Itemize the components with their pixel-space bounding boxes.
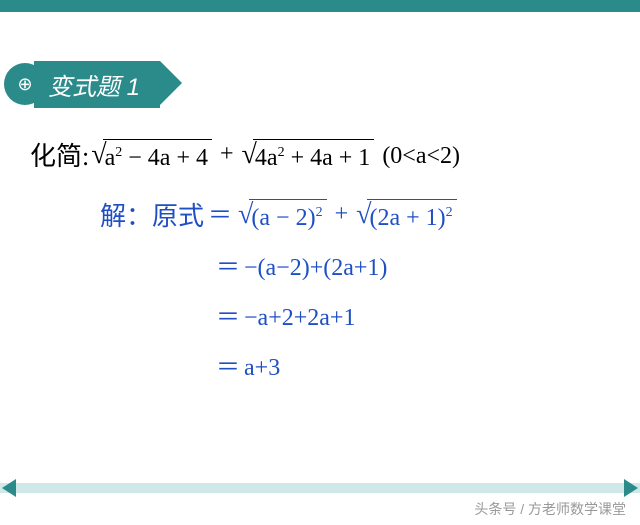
sqrt-expr-1: √ a2 − 4a + 4 [91,139,212,176]
problem-expression: √ a2 − 4a + 4 + √ 4a2 + 4a + 1 [89,136,376,176]
top-bar [0,0,640,12]
plus-circle-icon: ⊕ [4,63,46,105]
equals-sign: ＝ [216,300,240,336]
title-text: 变式题 1 [34,61,160,108]
solution-label: 解：原式 [100,197,204,236]
radical-icon: √ [242,141,257,169]
solution-step-1: 解：原式 ＝ √ (a − 2)2 + √ (2a + 1)2 [100,196,620,236]
sqrt-step1-b: √ (2a + 1)2 [356,199,457,236]
solution-step-4: ＝ a+3 [212,350,620,386]
step2-expression: −(a−2)+(2a+1) [244,250,387,286]
content-area: 化简: √ a2 − 4a + 4 + √ 4a2 + 4a + 1 (0<a<… [0,106,640,386]
radical-icon: √ [238,201,253,229]
radical-icon: √ [91,141,106,169]
icon-glyph: ⊕ [17,74,32,95]
step1-expression: √ (a − 2)2 + √ (2a + 1)2 [236,196,459,236]
solution-step-3: ＝ −a+2+2a+1 [212,300,620,336]
condition-text: (0<a<2) [382,138,460,174]
plus-operator: + [335,201,355,227]
plus-operator: + [220,141,240,167]
bottom-nav-bar [0,483,640,493]
equals-sign: ＝ [216,250,240,286]
solution-step-2: ＝ −(a−2)+(2a+1) [212,250,620,286]
equals-sign: ＝ [216,350,240,386]
watermark-text: 头条号 / 方老师数学课堂 [474,499,626,519]
sqrt-step1-a: √ (a − 2)2 [238,199,327,236]
step4-expression: a+3 [244,350,280,386]
sqrt-expr-2: √ 4a2 + 4a + 1 [242,139,375,176]
radical-icon: √ [356,201,371,229]
equals-sign: ＝ [208,198,232,234]
simplify-label: 化简: [30,137,89,176]
solution-block: 解：原式 ＝ √ (a − 2)2 + √ (2a + 1)2 ＝ −(a−2)… [100,196,620,386]
step3-expression: −a+2+2a+1 [244,300,355,336]
title-banner: ⊕ 变式题 1 [4,62,160,106]
problem-statement: 化简: √ a2 − 4a + 4 + √ 4a2 + 4a + 1 (0<a<… [30,136,620,176]
